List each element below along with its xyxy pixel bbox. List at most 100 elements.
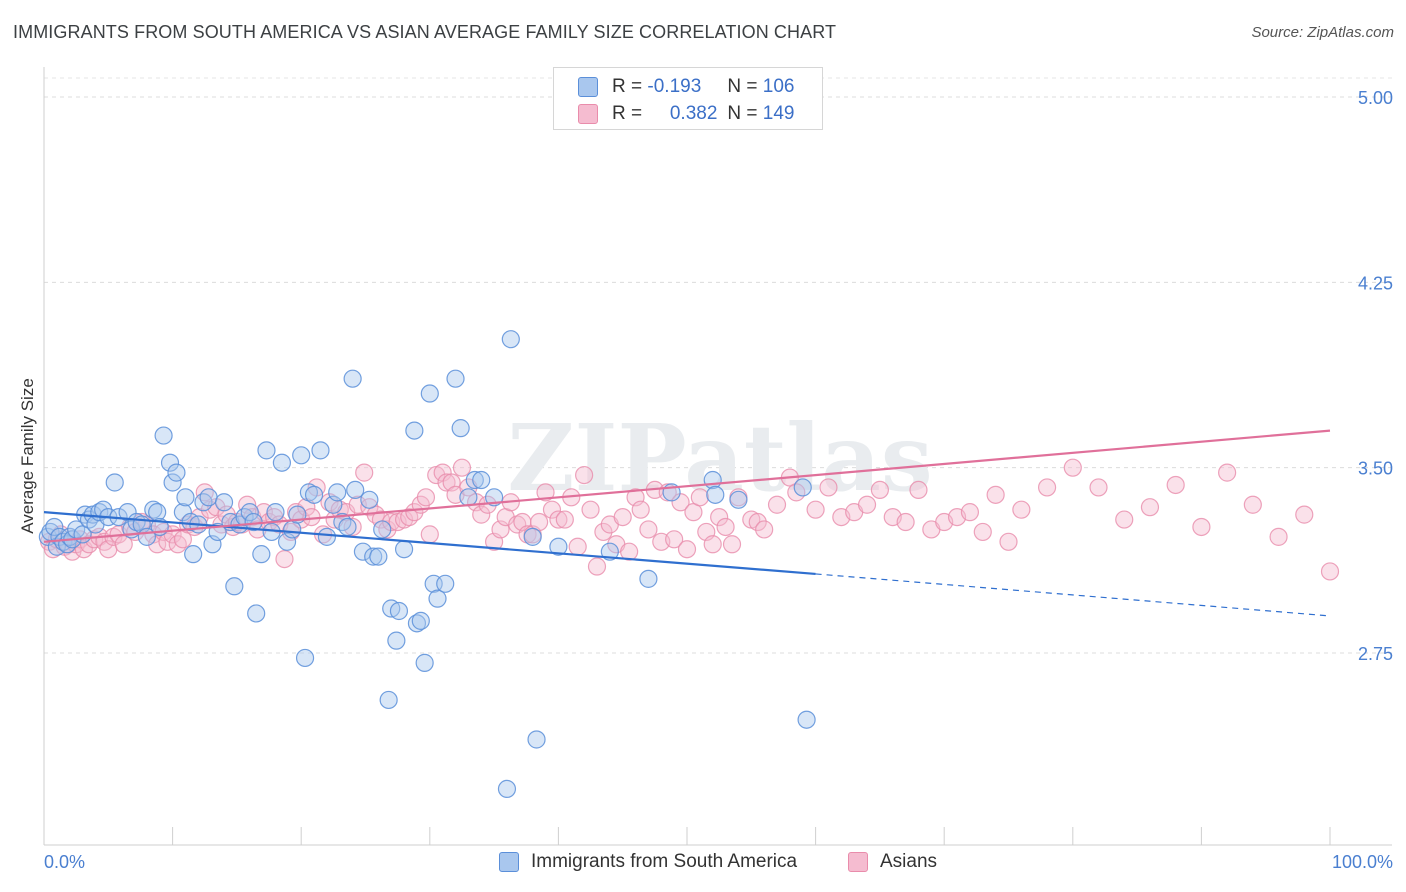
south-america-point-103 xyxy=(729,490,748,509)
south-america-point-83 xyxy=(420,384,439,403)
watermark: ZIPatlas xyxy=(507,404,932,512)
south-america-point-74 xyxy=(379,690,398,710)
asians-point-121 xyxy=(716,517,735,537)
south-america-point-99 xyxy=(639,569,658,588)
south-america-point-102 xyxy=(706,485,725,504)
bottom-legend-label-1: Immigrants from South America xyxy=(531,851,798,872)
south-america-point-67 xyxy=(343,369,362,388)
legend-row-south-america: R = -0.193 N = 106 xyxy=(578,76,794,98)
legend-r-label-2: R = xyxy=(612,103,643,124)
legend-r-value-2: 0.382 xyxy=(669,103,718,124)
asians-point-117 xyxy=(690,488,709,507)
bottom-legend: Immigrants from South America Asians xyxy=(0,851,1406,879)
asians-point-99 xyxy=(575,465,594,485)
legend-n-label-1: N = xyxy=(727,76,758,97)
asians-point-152 xyxy=(1166,475,1185,495)
south-america-point-65 xyxy=(333,512,352,532)
south-america-point-62 xyxy=(317,527,337,546)
asians-point-98 xyxy=(568,537,587,556)
watermark-text: ZIPatlas xyxy=(507,404,932,512)
chart-title: IMMIGRANTS FROM SOUTH AMERICA VS ASIAN A… xyxy=(13,22,837,42)
asians-point-151 xyxy=(1140,498,1160,517)
south-america-point-52 xyxy=(266,503,285,522)
asians-point-150 xyxy=(1115,510,1134,529)
south-america-point-89 xyxy=(459,488,478,507)
south-america-point-50 xyxy=(257,441,276,460)
asians-point-115 xyxy=(677,540,697,559)
asians-point-59 xyxy=(343,517,362,537)
south-america-point-18 xyxy=(105,473,124,492)
legend-n-value-2: 149 xyxy=(762,103,795,124)
y-tick-label-1: 3.50 xyxy=(1358,459,1393,479)
south-america-point-95 xyxy=(523,527,542,546)
asians-point-109 xyxy=(639,520,658,539)
south-america-point-94 xyxy=(501,330,520,349)
south-america-point-32 xyxy=(173,503,192,522)
asians-point-120 xyxy=(710,507,729,527)
asians-point-134 xyxy=(857,495,877,514)
asians-point-114 xyxy=(671,493,690,512)
south-america-point-43 xyxy=(225,577,244,596)
south-america-point-68 xyxy=(346,480,365,500)
bottom-legend-swatch-pink xyxy=(848,852,868,872)
asians-point-122 xyxy=(722,535,742,554)
asians-point-73 xyxy=(420,525,439,544)
south-america-point-98 xyxy=(600,542,619,561)
south-america-point-79 xyxy=(405,421,424,440)
bottom-legend-swatch-blue xyxy=(499,852,519,872)
asians-point-158 xyxy=(1320,562,1340,581)
y-tick-label-0: 2.75 xyxy=(1358,644,1393,664)
asians-point-149 xyxy=(1089,478,1108,497)
south-america-point-70 xyxy=(360,490,379,509)
asians-point-131 xyxy=(819,478,838,497)
asians-point-153 xyxy=(1192,517,1211,537)
south-america-point-88 xyxy=(451,419,470,438)
bottom-legend-label-2: Asians xyxy=(880,851,938,872)
south-america-point-33 xyxy=(176,488,195,507)
asians-point-10 xyxy=(79,535,99,554)
bottom-legend-item-asians[interactable]: Asians xyxy=(848,851,937,873)
asians-point-76 xyxy=(437,473,456,492)
south-america-point-37 xyxy=(194,493,213,512)
south-america-point-64 xyxy=(328,483,347,502)
y-tick-labels: 2.75 3.50 4.25 5.00 xyxy=(1358,88,1393,664)
south-america-trend-line xyxy=(43,511,816,576)
legend-row-asians: R = 0.382 N = 149 xyxy=(578,103,794,125)
asians-point-101 xyxy=(587,557,607,576)
south-america-point-35 xyxy=(184,545,203,564)
south-america-point-49 xyxy=(252,545,271,564)
asians-point-100 xyxy=(581,500,600,519)
south-america-point-82 xyxy=(415,653,434,672)
south-america-point-78 xyxy=(394,540,414,559)
asians-point-143 xyxy=(973,522,992,542)
south-america-point-77 xyxy=(389,601,409,621)
bottom-legend-item-south-america[interactable]: Immigrants from South America xyxy=(499,851,797,873)
asians-point-82 xyxy=(472,505,491,524)
legend-n-label-2: N = xyxy=(727,103,758,124)
asians-point-113 xyxy=(665,530,684,549)
asians-point-155 xyxy=(1243,495,1262,514)
south-america-point-76 xyxy=(387,631,406,650)
asians-point-126 xyxy=(755,520,774,539)
asians-point-135 xyxy=(870,480,890,500)
south-america-point-41 xyxy=(214,493,234,512)
legend-r-label-1: R = xyxy=(612,76,643,97)
south-america-point-46 xyxy=(240,503,259,522)
south-america-point-57 xyxy=(292,446,311,465)
asians-point-125 xyxy=(748,512,767,532)
legend-swatch-blue xyxy=(578,77,598,97)
legend-n-value-1: 106 xyxy=(762,76,795,97)
asians-point-105 xyxy=(613,507,632,527)
south-america-point-105 xyxy=(797,710,816,729)
y-tick-label-3: 5.00 xyxy=(1358,88,1393,108)
south-america-point-58 xyxy=(295,648,315,668)
source-label: Source: ZipAtlas.com xyxy=(1251,24,1394,41)
asians-trend-line xyxy=(43,429,1331,543)
asians-point-75 xyxy=(433,463,452,482)
asians-point-47 xyxy=(275,549,294,569)
asians-point-148 xyxy=(1063,458,1082,477)
south-america-point-81 xyxy=(411,611,430,630)
south-america-point-97 xyxy=(549,537,568,556)
south-america-point-28 xyxy=(154,426,173,445)
south-america-point-45 xyxy=(235,507,254,527)
